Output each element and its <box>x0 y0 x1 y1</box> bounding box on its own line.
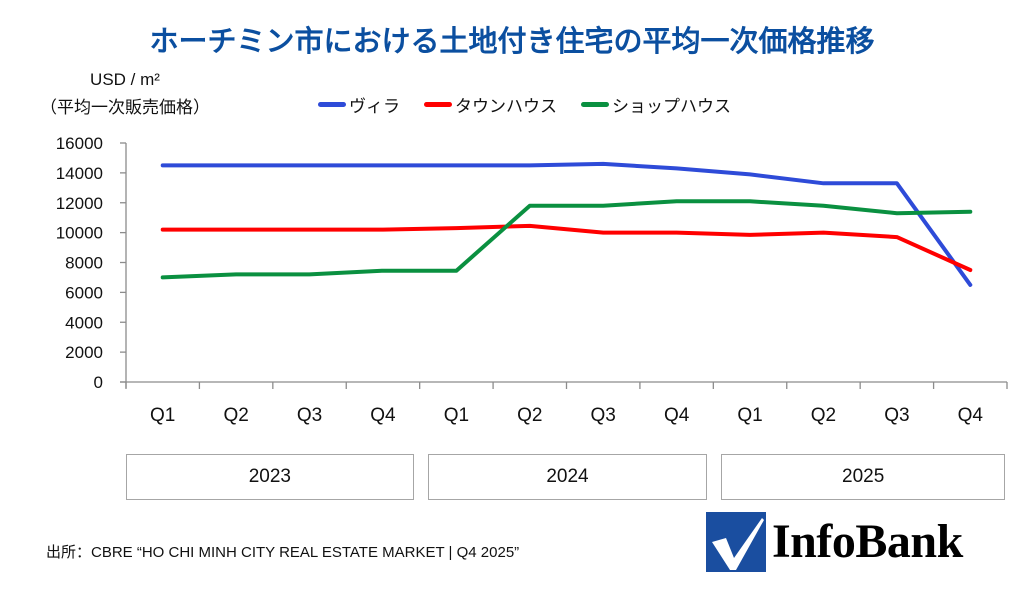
x-tick-label: Q2 <box>811 405 836 426</box>
y-tick-label: 8000 <box>65 254 103 273</box>
x-tick-label: Q3 <box>884 405 909 426</box>
year-group-2024: 2024 <box>427 454 708 500</box>
y-tick-label: 10000 <box>56 224 103 243</box>
y-tick-label: 16000 <box>56 134 103 153</box>
y-axis-unit-line1: USD / m² <box>90 70 160 89</box>
x-tick-label: Q1 <box>150 405 175 426</box>
year-group-2023: 2023 <box>126 454 414 500</box>
y-tick-label: 0 <box>94 373 103 392</box>
x-tick-label: Q1 <box>444 405 469 426</box>
x-tick-label: Q1 <box>737 405 762 426</box>
x-tick-label: Q3 <box>591 405 616 426</box>
series-line-2 <box>160 199 973 280</box>
y-tick-label: 4000 <box>65 313 103 332</box>
legend-item-shophouse: ショップハウス <box>581 92 731 117</box>
chart-legend: ヴィラ タウンハウス ショップハウス <box>318 92 731 117</box>
checkmark-icon <box>706 512 766 572</box>
y-tick-label: 14000 <box>56 164 103 183</box>
legend-item-villa: ヴィラ <box>318 92 400 117</box>
y-tick-label: 6000 <box>65 283 103 302</box>
y-axis-unit-line2: （平均一次販売価格） <box>40 98 210 117</box>
series-line-0 <box>160 161 973 287</box>
legend-label-villa: ヴィラ <box>349 97 400 117</box>
year-group-2025: 2025 <box>721 454 1005 500</box>
legend-label-townhouse: タウンハウス <box>455 97 557 117</box>
legend-swatch-townhouse <box>424 102 452 107</box>
legend-label-shophouse: ショップハウス <box>612 97 731 117</box>
legend-item-townhouse: タウンハウス <box>424 92 557 117</box>
x-tick-label: Q4 <box>958 405 984 426</box>
logo-text: InfoBank <box>772 515 963 568</box>
y-axis-unit-label: USD / m² （平均一次販売価格） <box>20 66 230 122</box>
source-note: 出所：CBRE “HO CHI MINH CITY REAL ESTATE MA… <box>46 544 520 561</box>
x-tick-label: Q4 <box>370 405 396 426</box>
infobank-logo: InfoBank <box>706 512 963 572</box>
chart-title: ホーチミン市における土地付き住宅の平均一次価格推移 <box>149 24 875 58</box>
x-tick-label: Q3 <box>297 405 322 426</box>
y-tick-label: 2000 <box>65 343 103 362</box>
x-tick-label: Q2 <box>517 405 542 426</box>
x-tick-label: Q4 <box>664 405 690 426</box>
x-tick-label: Q2 <box>223 405 248 426</box>
legend-swatch-shophouse <box>581 102 609 107</box>
y-tick-label: 12000 <box>56 194 103 213</box>
legend-swatch-villa <box>318 102 346 107</box>
series-line-1 <box>160 223 973 272</box>
